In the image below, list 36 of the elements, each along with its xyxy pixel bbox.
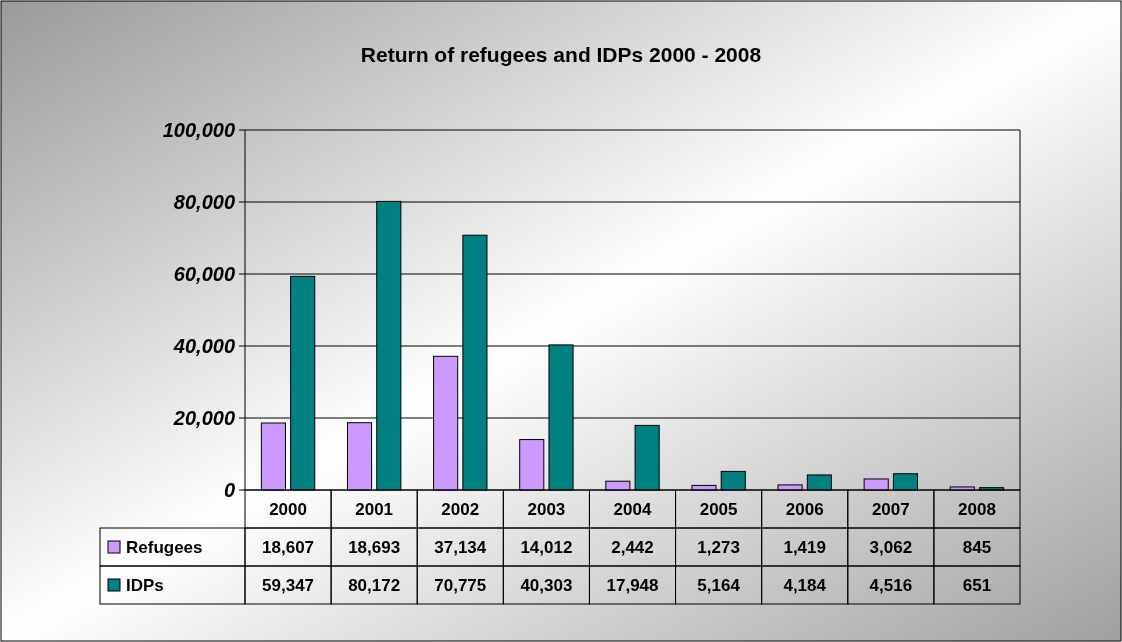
y-tick-label: 40,000 [172,335,235,357]
data-label: 1,273 [697,537,740,557]
y-tick-label: 100,000 [162,119,235,141]
data-label: 5,164 [697,575,741,595]
data-label: 1,419 [783,537,826,557]
data-label: 2,442 [611,537,654,557]
data-label: 80,172 [348,575,401,595]
x-tick-label: 2005 [699,499,738,519]
x-tick-label: 2000 [269,499,307,519]
y-tick-label: 60,000 [173,263,235,285]
data-label: 40,303 [520,575,573,595]
legend-label: IDPs [126,575,164,595]
data-label: 4,184 [783,575,827,595]
data-label: 18,693 [348,537,401,557]
data-label: 59,347 [262,575,315,595]
data-label: 17,948 [606,575,659,595]
data-label: 3,062 [869,537,913,557]
data-label: 70,775 [434,575,487,595]
data-label: 4,516 [869,575,913,595]
legend-label: Refugees [126,537,203,557]
data-label: 651 [962,575,992,595]
data-label: 37,134 [434,537,487,557]
data-label: 14,012 [520,537,573,557]
x-tick-label: 2001 [355,499,394,519]
chart-title: Return of refugees and IDPs 2000 - 2008 [360,43,762,66]
x-tick-label: 2008 [958,499,996,519]
data-label: 845 [962,537,992,557]
x-tick-label: 2003 [527,499,566,519]
y-tick-label: 80,000 [173,191,235,213]
x-tick-label: 2004 [613,499,652,519]
y-tick-label: 20,000 [172,407,235,429]
data-label: 18,607 [262,537,315,557]
y-tick-label: 0 [223,479,235,501]
x-tick-label: 2007 [871,499,910,519]
x-tick-label: 2006 [785,499,824,519]
x-tick-label: 2002 [441,499,480,519]
